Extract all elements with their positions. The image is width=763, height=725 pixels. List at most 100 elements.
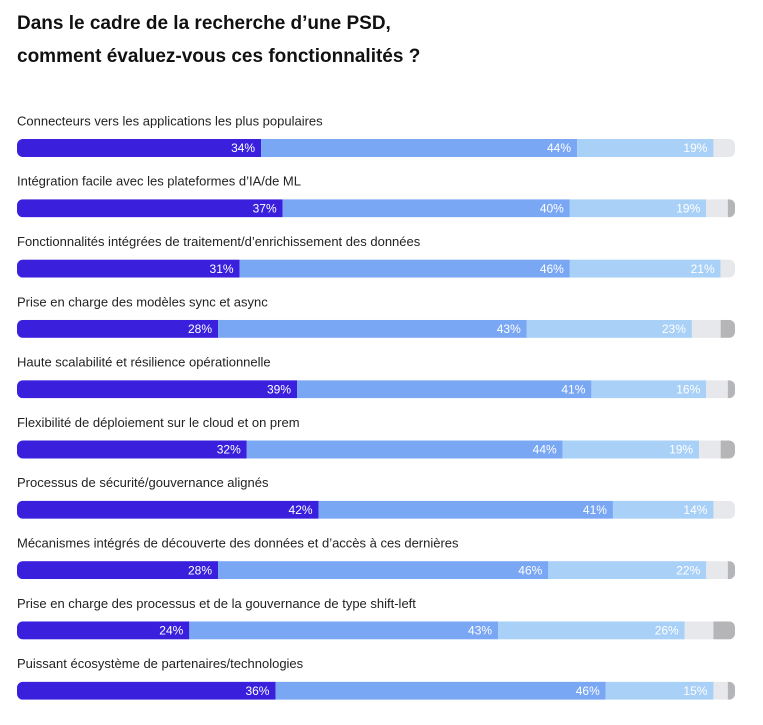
value-label: 28% xyxy=(188,563,212,577)
value-label: 24% xyxy=(159,624,183,638)
bar-segment xyxy=(706,561,728,580)
bar-segment xyxy=(17,681,276,700)
bar-segment xyxy=(17,319,219,338)
bar-segment xyxy=(720,440,735,459)
bar-segment xyxy=(569,199,707,218)
bar-row xyxy=(17,319,735,338)
value-label: 31% xyxy=(210,262,234,276)
value-label: 34% xyxy=(231,141,255,155)
value-label: 41% xyxy=(561,382,585,396)
value-label: 43% xyxy=(468,624,492,638)
value-label: 46% xyxy=(518,563,542,577)
bar-row xyxy=(17,139,735,157)
chart-title: Dans le cadre de la recherche d’une PSD, xyxy=(17,13,391,34)
bar-segment xyxy=(684,621,714,640)
value-label: 28% xyxy=(188,322,212,336)
bar-segment xyxy=(17,199,283,218)
bar-segment xyxy=(17,561,219,580)
value-label: 21% xyxy=(691,262,715,276)
category-label: Puissant écosystème de partenaires/techn… xyxy=(17,656,304,671)
value-label: 40% xyxy=(540,201,564,215)
value-label: 19% xyxy=(669,443,693,457)
bar-segment xyxy=(591,380,707,399)
bar-segment xyxy=(218,319,527,338)
category-label: Mécanismes intégrés de découverte des do… xyxy=(17,536,459,551)
value-label: 36% xyxy=(245,684,269,698)
value-label: 39% xyxy=(267,382,291,396)
value-label: 15% xyxy=(683,684,707,698)
bar-row xyxy=(17,681,735,700)
bar-segment xyxy=(246,440,563,459)
bar-segment xyxy=(282,199,570,218)
bar-row xyxy=(17,199,735,218)
bar-row xyxy=(17,259,735,278)
bar-row xyxy=(17,440,735,459)
bar-segment xyxy=(713,681,728,700)
bar-segment xyxy=(318,500,613,519)
bar-segment xyxy=(727,561,735,580)
value-label: 42% xyxy=(289,503,313,517)
bar-segment xyxy=(498,621,685,640)
bar-segment xyxy=(706,380,728,399)
bar-segment xyxy=(275,681,606,700)
bar-segment xyxy=(17,500,319,519)
value-label: 23% xyxy=(662,322,686,336)
bar-segment xyxy=(17,380,298,399)
bar-row xyxy=(17,380,735,399)
bar-segment xyxy=(691,319,721,338)
bar-segment xyxy=(706,199,728,218)
category-label: Fonctionnalités intégrées de traitement/… xyxy=(17,234,421,249)
bar-segment xyxy=(189,621,499,640)
category-label: Processus de sécurité/gouvernance aligné… xyxy=(17,475,269,490)
value-label: 37% xyxy=(253,201,277,215)
value-label: 22% xyxy=(676,563,700,577)
value-label: 46% xyxy=(540,262,564,276)
bar-segment xyxy=(17,259,240,278)
bar-segment xyxy=(727,380,735,399)
value-label: 16% xyxy=(676,382,700,396)
bar-segment xyxy=(612,500,714,519)
bar-segment xyxy=(713,621,735,640)
bar-segment xyxy=(17,621,190,640)
value-label: 14% xyxy=(683,503,707,517)
value-label: 44% xyxy=(533,443,557,457)
bar-segment xyxy=(17,440,247,459)
category-label: Haute scalabilité et résilience opératio… xyxy=(17,355,271,370)
bar-segment xyxy=(569,259,721,278)
bar-segment xyxy=(713,500,735,519)
bar-segment xyxy=(713,139,735,157)
bar-segment xyxy=(239,259,570,278)
value-label: 26% xyxy=(655,624,679,638)
value-label: 19% xyxy=(683,141,707,155)
category-label: Flexibilité de déploiement sur le cloud … xyxy=(17,415,300,430)
category-label: Connecteurs vers les applications les pl… xyxy=(17,113,323,128)
bar-segment xyxy=(297,380,592,399)
bar-row xyxy=(17,621,735,640)
bar-segment xyxy=(577,139,714,157)
value-label: 46% xyxy=(576,684,600,698)
bar-row xyxy=(17,561,735,580)
bar-segment xyxy=(526,319,692,338)
bar-segment xyxy=(727,199,735,218)
bar-segment xyxy=(548,561,707,580)
bar-segment xyxy=(562,440,700,459)
bar-segment xyxy=(261,139,578,157)
value-label: 41% xyxy=(583,503,607,517)
value-label: 32% xyxy=(217,443,241,457)
bar-row xyxy=(17,500,735,519)
bar-segment xyxy=(720,319,735,338)
value-label: 43% xyxy=(497,322,521,336)
value-label: 44% xyxy=(547,141,571,155)
bar-segment xyxy=(17,139,262,157)
chart-title: comment évaluez-vous ces fonctionnalités… xyxy=(17,46,420,67)
value-label: 19% xyxy=(676,201,700,215)
category-label: Prise en charge des modèles sync et asyn… xyxy=(17,294,268,309)
bar-segment xyxy=(720,259,735,278)
bar-segment xyxy=(605,681,714,700)
bar-segment xyxy=(218,561,549,580)
bar-segment xyxy=(727,681,735,700)
category-label: Prise en charge des processus et de la g… xyxy=(17,596,416,611)
bar-segment xyxy=(699,440,721,459)
category-label: Intégration facile avec les plateformes … xyxy=(17,174,301,189)
